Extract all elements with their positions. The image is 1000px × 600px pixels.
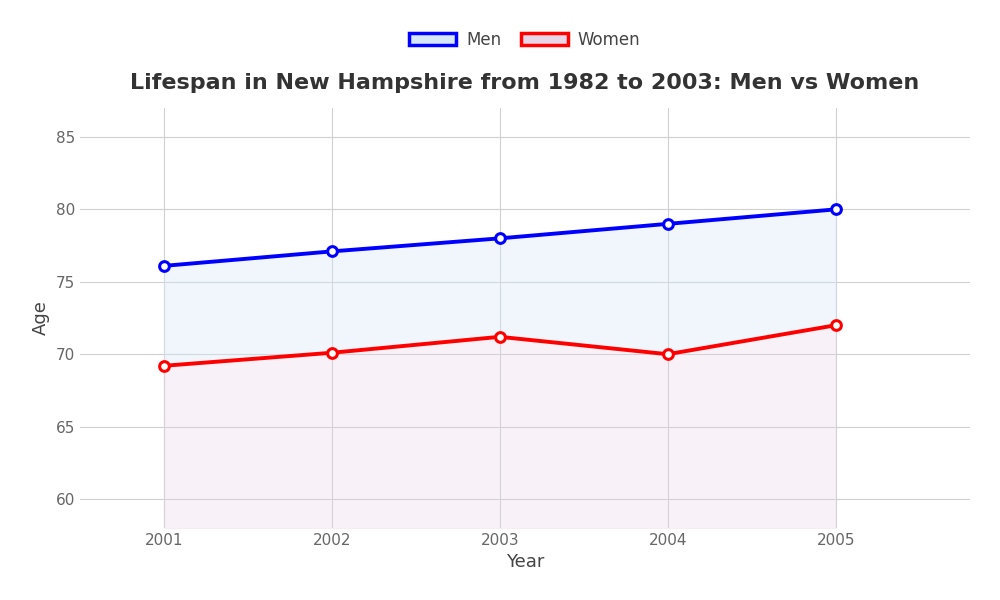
X-axis label: Year: Year — [506, 553, 544, 571]
Legend: Men, Women: Men, Women — [403, 24, 647, 55]
Title: Lifespan in New Hampshire from 1982 to 2003: Men vs Women: Lifespan in New Hampshire from 1982 to 2… — [130, 73, 920, 92]
Y-axis label: Age: Age — [32, 301, 50, 335]
